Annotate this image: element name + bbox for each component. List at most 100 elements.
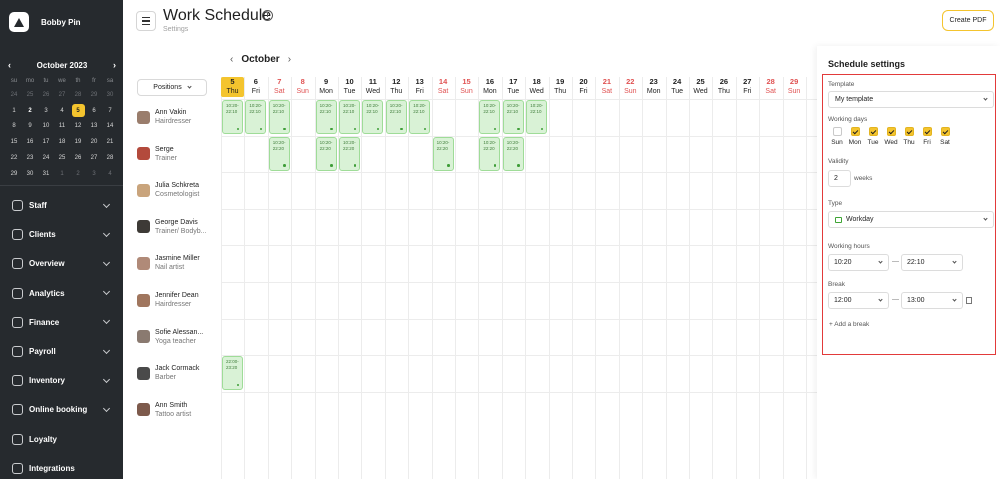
day-header[interactable]: 19 Thu bbox=[549, 77, 572, 97]
mini-day[interactable]: 17 bbox=[42, 139, 50, 146]
mini-day[interactable]: 7 bbox=[108, 107, 112, 114]
day-header[interactable]: 15 Sun bbox=[455, 77, 478, 97]
sidebar-item-analytics[interactable]: Analytics bbox=[0, 279, 123, 308]
mini-day[interactable]: 24 bbox=[10, 91, 18, 98]
sidebar-item-staff[interactable]: Staff bbox=[0, 191, 123, 220]
hours-from-select[interactable]: 10:20 bbox=[828, 254, 889, 271]
mini-day[interactable]: 5 bbox=[70, 103, 86, 119]
break-from-select[interactable]: 12:00 bbox=[828, 292, 889, 309]
day-header[interactable]: 7 Sat bbox=[268, 77, 291, 97]
day-header[interactable]: 17 Tue bbox=[502, 77, 525, 97]
shift-block[interactable]: 10:20- 22:10 bbox=[339, 100, 360, 134]
staff-row[interactable]: Jasmine Miller Nail artist bbox=[137, 245, 200, 281]
create-pdf-button[interactable]: Create PDF bbox=[942, 10, 994, 31]
working-day-mon[interactable]: Mon bbox=[846, 127, 864, 146]
day-header[interactable]: 28 Sat bbox=[759, 77, 782, 97]
day-header[interactable]: 29 Sun bbox=[783, 77, 806, 97]
day-header[interactable]: 12 Thu bbox=[385, 77, 408, 97]
mini-day[interactable]: 24 bbox=[42, 155, 50, 162]
working-day-checkbox[interactable] bbox=[850, 127, 860, 136]
day-header[interactable]: 26 Thu bbox=[712, 77, 735, 97]
sidebar-item-online-booking[interactable]: Online booking bbox=[0, 395, 123, 424]
mini-day[interactable]: 14 bbox=[106, 123, 114, 130]
day-header[interactable]: 9 Mon bbox=[315, 77, 338, 97]
mini-day[interactable]: 25 bbox=[26, 91, 34, 98]
working-day-fri[interactable]: Fri bbox=[918, 127, 936, 146]
staff-row[interactable]: Julia Schkreta Cosmetologist bbox=[137, 172, 199, 208]
working-day-sat[interactable]: Sat bbox=[936, 127, 954, 146]
sidebar-item-clients[interactable]: Clients bbox=[0, 220, 123, 249]
working-day-checkbox[interactable] bbox=[922, 127, 932, 136]
mini-day[interactable]: 4 bbox=[108, 170, 112, 177]
working-day-thu[interactable]: Thu bbox=[900, 127, 918, 146]
mini-day[interactable]: 18 bbox=[58, 139, 66, 146]
mini-day[interactable]: 25 bbox=[58, 155, 66, 162]
day-header[interactable]: 10 Tue bbox=[338, 77, 361, 97]
mini-day[interactable]: 1 bbox=[60, 170, 64, 177]
mini-day[interactable]: 8 bbox=[12, 123, 16, 130]
working-day-checkbox[interactable] bbox=[904, 127, 914, 136]
next-month-icon[interactable]: › bbox=[287, 54, 292, 65]
working-day-tue[interactable]: Tue bbox=[864, 127, 882, 146]
staff-row[interactable]: Ann Smith Tattoo artist bbox=[137, 392, 191, 428]
staff-row[interactable]: Jennifer Dean Hairdresser bbox=[137, 282, 199, 318]
shift-block[interactable]: 10:20- 22:10 bbox=[222, 100, 243, 134]
hours-to-select[interactable]: 22:10 bbox=[901, 254, 963, 271]
staff-row[interactable]: Sofie Alessan... Yoga teacher bbox=[137, 319, 203, 355]
day-header[interactable]: 16 Mon bbox=[478, 77, 501, 97]
mini-day[interactable]: 27 bbox=[90, 155, 98, 162]
day-header[interactable]: 18 Wed bbox=[525, 77, 548, 97]
sidebar-item-loyalty[interactable]: Loyalty bbox=[0, 425, 123, 454]
staff-row[interactable]: Jack Cormack Barber bbox=[137, 355, 199, 391]
mini-day[interactable]: 28 bbox=[106, 155, 114, 162]
mini-day[interactable]: 22 bbox=[10, 155, 18, 162]
shift-block[interactable]: 10:20- 22:10 bbox=[502, 100, 524, 134]
shift-block[interactable]: 10:20- 22:20 bbox=[339, 136, 360, 171]
mini-day[interactable]: 26 bbox=[74, 155, 82, 162]
day-header[interactable]: 11 Wed bbox=[361, 77, 384, 97]
breadcrumb[interactable]: Settings bbox=[163, 26, 189, 33]
day-header[interactable]: 13 Fri bbox=[408, 77, 431, 97]
working-day-checkbox[interactable] bbox=[868, 127, 878, 136]
mini-day[interactable]: 27 bbox=[58, 91, 66, 98]
mini-day[interactable]: 29 bbox=[10, 170, 18, 177]
day-header[interactable]: 6 Fri bbox=[244, 77, 267, 97]
mini-day[interactable]: 3 bbox=[92, 170, 96, 177]
mini-day[interactable]: 4 bbox=[60, 107, 64, 114]
template-select[interactable]: My template bbox=[828, 91, 994, 108]
mini-day[interactable]: 28 bbox=[74, 91, 82, 98]
shift-block[interactable]: 10:20- 22:20 bbox=[315, 136, 337, 171]
type-select[interactable]: Workday bbox=[828, 211, 994, 228]
mini-day[interactable]: 2 bbox=[28, 107, 32, 114]
shift-block[interactable]: 10:20- 22:20 bbox=[502, 136, 524, 171]
day-header[interactable]: 14 Sat bbox=[432, 77, 455, 97]
mini-day[interactable]: 6 bbox=[92, 107, 96, 114]
mini-day[interactable]: 12 bbox=[74, 123, 82, 130]
mini-day[interactable]: 3 bbox=[44, 107, 48, 114]
hamburger-button[interactable] bbox=[136, 11, 156, 31]
trash-icon[interactable] bbox=[966, 297, 972, 304]
staff-row[interactable]: George Davis Trainer/ Bodyb... bbox=[137, 209, 207, 245]
mini-day[interactable]: 1 bbox=[12, 107, 16, 114]
day-header[interactable]: 27 Fri bbox=[736, 77, 759, 97]
sidebar-item-inventory[interactable]: Inventory bbox=[0, 366, 123, 395]
next-month-icon[interactable]: › bbox=[112, 60, 116, 70]
shift-block[interactable]: 10:20- 22:10 bbox=[409, 100, 431, 134]
mini-day[interactable]: 26 bbox=[42, 91, 50, 98]
staff-row[interactable]: Serge Trainer bbox=[137, 136, 177, 172]
mini-day[interactable]: 31 bbox=[42, 170, 50, 177]
working-day-wed[interactable]: Wed bbox=[882, 127, 900, 146]
sidebar-item-overview[interactable]: Overview bbox=[0, 249, 123, 278]
day-header[interactable]: 23 Mon bbox=[642, 77, 665, 97]
info-icon[interactable]: i bbox=[262, 10, 273, 21]
mini-day[interactable]: 13 bbox=[90, 123, 98, 130]
mini-day[interactable]: 16 bbox=[26, 139, 34, 146]
day-header[interactable]: 24 Tue bbox=[666, 77, 689, 97]
day-header[interactable]: 22 Sun bbox=[619, 77, 642, 97]
working-day-sun[interactable]: Sun bbox=[828, 127, 846, 146]
staff-row[interactable]: Ann Vakin Hairdresser bbox=[137, 99, 191, 135]
prev-month-icon[interactable]: ‹ bbox=[8, 60, 11, 70]
mini-day[interactable]: 30 bbox=[106, 91, 114, 98]
break-to-select[interactable]: 13:00 bbox=[901, 292, 963, 309]
shift-block[interactable]: 10:20- 22:10 bbox=[385, 100, 407, 134]
